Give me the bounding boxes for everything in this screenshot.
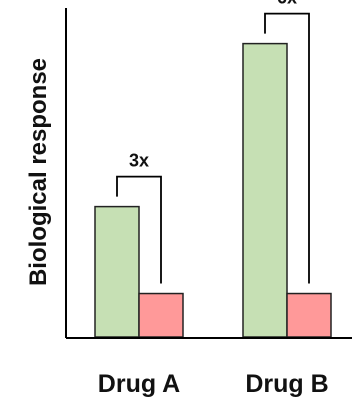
- bar-drug-a-series-2: [138, 292, 184, 338]
- bar-drug-b-series-1: [242, 42, 288, 338]
- annotation-label-drug-a: 3x: [129, 151, 149, 171]
- x-tick-label-drug-a: Drug A: [98, 370, 180, 398]
- y-axis-label: Biological response: [25, 58, 52, 286]
- annotation-brackets: 3x 6x: [116, 0, 310, 284]
- bars-group: [94, 42, 332, 338]
- bar-drug-b-series-2: [286, 292, 332, 338]
- bar-drug-a-series-1: [94, 205, 140, 338]
- bracket-drug-a: [116, 175, 162, 284]
- bracket-drug-b: [264, 12, 310, 284]
- annotation-label-drug-b: 6x: [277, 0, 297, 8]
- x-tick-label-drug-b: Drug B: [245, 370, 328, 398]
